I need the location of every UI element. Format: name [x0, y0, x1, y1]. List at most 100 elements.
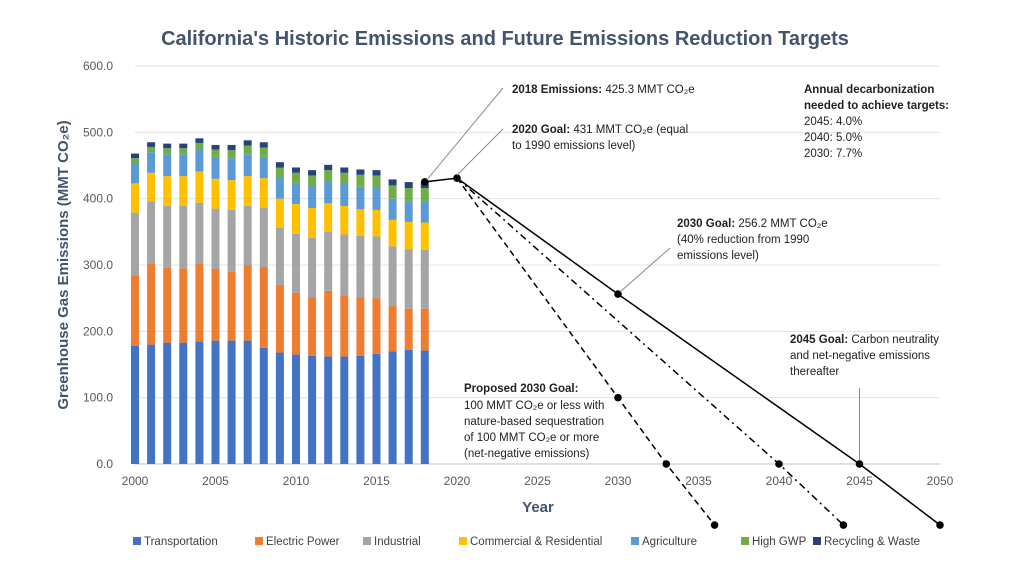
bar-segment-industrial	[292, 233, 300, 293]
bar-segment-recycling-waste	[227, 144, 236, 151]
bar-segment-electric-power	[404, 308, 413, 350]
bar-segment-transportation	[372, 353, 381, 464]
bar-segment-recycling-waste	[259, 142, 268, 148]
bar-segment-industrial	[388, 246, 397, 307]
bar-segment-electric-power	[356, 297, 365, 356]
y-tick-label: 200.0	[83, 324, 113, 338]
x-tick-label: 2025	[524, 474, 551, 488]
bar-segment-high-gwp	[324, 170, 333, 182]
annotation-decarbonization-1: Annual decarbonization	[804, 84, 934, 96]
bar-segment-agriculture	[195, 149, 204, 172]
bar-segment-agriculture	[420, 201, 429, 223]
bar-segment-recycling-waste	[131, 153, 139, 159]
target-point	[421, 178, 429, 186]
target-line-dashdot	[456, 177, 844, 526]
bar-segment-high-gwp	[404, 188, 413, 202]
bar-segment-industrial	[324, 231, 333, 291]
bar-segment-electric-power	[163, 267, 172, 343]
bar-segment-commercial-residential	[404, 221, 413, 250]
bar-segment-electric-power	[147, 263, 156, 345]
legend-swatch	[459, 537, 467, 545]
bar-segment-electric-power	[243, 265, 252, 341]
bar-segment-industrial	[356, 235, 365, 298]
target-point	[453, 174, 461, 182]
bar-segment-transportation	[356, 355, 365, 464]
bar-segment-commercial-residential	[372, 209, 381, 237]
bar-segment-industrial	[195, 202, 204, 264]
bar-segment-electric-power	[292, 292, 300, 355]
legend-label: Electric Power	[266, 536, 340, 548]
bar-segment-commercial-residential	[308, 207, 317, 238]
target-point	[775, 460, 783, 468]
bar-segment-agriculture	[131, 163, 139, 184]
bar-segment-commercial-residential	[179, 176, 188, 206]
bar-segment-agriculture	[292, 182, 300, 204]
x-tick-label: 2010	[283, 474, 310, 488]
y-tick-label: 0.0	[96, 457, 113, 471]
bar-segment-industrial	[420, 249, 429, 309]
bar-segment-industrial	[227, 209, 236, 272]
annotation-2045-line1: Carbon neutrality	[848, 334, 939, 346]
bar-segment-agriculture	[324, 181, 333, 204]
annotation-2020-goal: 2020 Goal: 431 MMT CO₂e (equal	[512, 124, 688, 136]
bar-segment-transportation	[420, 350, 429, 464]
callout-line	[426, 87, 504, 181]
y-axis-label: Greenhouse Gas Emissions (MMT CO₂e)	[55, 120, 72, 409]
bar-segment-agriculture	[372, 188, 381, 210]
y-axis-ticks: 0.0 100.0 200.0 300.0 400.0 500.0 600.0	[83, 59, 113, 471]
legend-swatch	[813, 537, 821, 545]
y-tick-label: 100.0	[83, 391, 113, 405]
bar-segment-high-gwp	[131, 158, 139, 164]
bar-segment-recycling-waste	[195, 138, 204, 143]
bar-segment-commercial-residential	[163, 176, 172, 206]
bar-segment-industrial	[163, 205, 172, 268]
bar-segment-commercial-residential	[131, 183, 139, 213]
annotation-2045-label: 2045 Goal:	[790, 334, 848, 346]
bar-segment-commercial-residential	[259, 178, 268, 208]
bar-segment-commercial-residential	[211, 178, 220, 209]
bar-segment-high-gwp	[275, 167, 284, 178]
target-line-solid	[456, 177, 941, 526]
x-axis-ticks: 2000 2005 2010 2015 2020 2025 2030 2035 2040 2045…	[122, 474, 954, 488]
callout-line	[456, 128, 504, 176]
legend-label: Agriculture	[642, 536, 697, 548]
bar-segment-high-gwp	[372, 175, 381, 189]
x-tick-label: 2020	[444, 474, 471, 488]
bar-segment-industrial	[372, 236, 381, 299]
bar-segment-commercial-residential	[195, 171, 204, 203]
annotation-2045-goal-line3: thereafter	[790, 366, 839, 378]
annotation-2018-label: 2018 Emissions:	[512, 84, 602, 96]
bar-segment-electric-power	[372, 298, 381, 354]
bar-segment-recycling-waste	[179, 143, 188, 149]
annotation-2045-goal-line2: and net-negative emissions	[790, 350, 930, 362]
bar-segment-high-gwp	[243, 145, 252, 155]
target-point	[662, 460, 671, 468]
target-point	[614, 393, 622, 402]
bar-segment-electric-power	[195, 263, 204, 342]
bar-segment-high-gwp	[356, 174, 365, 187]
bar-segment-commercial-residential	[275, 198, 284, 228]
bar-segment-transportation	[147, 344, 156, 464]
bar-segment-transportation	[243, 340, 252, 464]
bar-segment-industrial	[211, 208, 220, 269]
bar-segment-recycling-waste	[308, 170, 317, 176]
bar-segment-commercial-residential	[420, 222, 429, 250]
legend-label: Industrial	[374, 536, 421, 548]
bar-segment-electric-power	[275, 284, 284, 353]
bar-segment-electric-power	[420, 308, 429, 351]
bar-segment-recycling-waste	[372, 170, 381, 176]
bar-segment-agriculture	[211, 156, 220, 179]
bar-segment-agriculture	[404, 201, 413, 222]
bar-segment-electric-power	[308, 297, 317, 356]
legend-swatch	[363, 537, 371, 545]
bar-segment-recycling-waste	[275, 162, 284, 168]
bar-segment-recycling-waste	[243, 140, 252, 146]
bar-segment-transportation	[324, 356, 333, 464]
y-tick-label: 300.0	[83, 258, 113, 272]
target-point	[839, 521, 848, 529]
target-point	[614, 290, 622, 298]
bar-segment-transportation	[275, 352, 284, 464]
bar-segment-transportation	[340, 356, 349, 464]
